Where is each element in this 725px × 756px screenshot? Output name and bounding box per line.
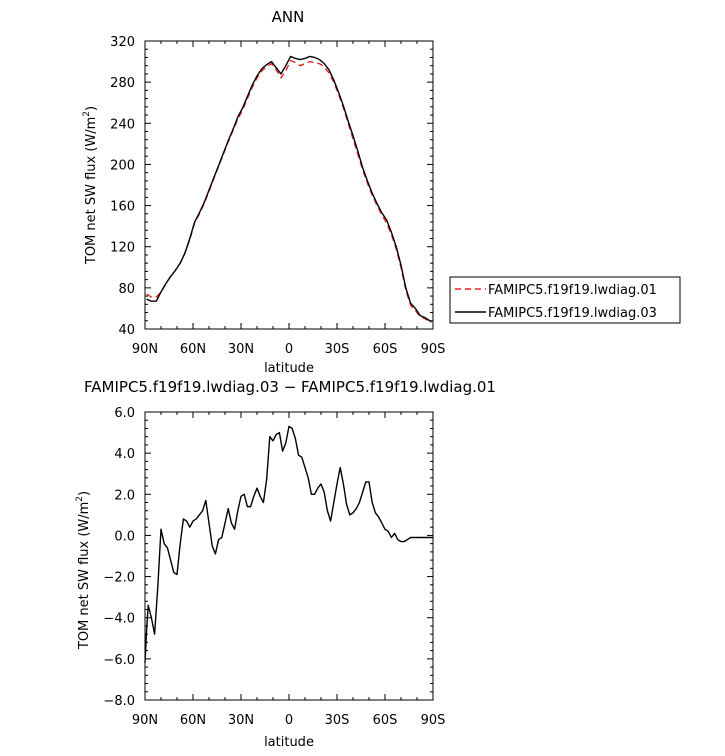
bottom-x-tick-label: 0 xyxy=(285,713,293,728)
top-x-tick-label: 60S xyxy=(373,342,398,357)
bottom-series-line-0 xyxy=(144,425,433,664)
top-y-tick-label: 240 xyxy=(110,117,135,132)
top-series-line-1 xyxy=(146,55,432,323)
top-x-tick-label: 30S xyxy=(325,342,350,357)
top-x-axis-label: latitude xyxy=(264,361,314,376)
top-y-tick-label: 120 xyxy=(110,241,135,256)
top-series-layer xyxy=(146,55,432,324)
bottom-grid-layer: 90N 60N 30N 0 30S 60S 90S −8.0 −6.0 −4.0 −2.0 0.0 2.… xyxy=(103,406,445,728)
bottom-y-tick-label: 0.0 xyxy=(114,529,135,544)
top-grid-layer: 90N 60N 30N 0 30S 60S 90S 40 80 120 160 200 240 280 32… xyxy=(110,35,445,357)
top-y-axis-label: TOM net SW flux (W/m2) xyxy=(82,106,99,265)
bottom-x-tick-label: 60S xyxy=(373,713,398,728)
bottom-y-axis-label: TOM net SW flux (W/m2) xyxy=(75,491,92,650)
bottom-x-tick-label: 30S xyxy=(325,713,350,728)
top-x-tick-label: 90S xyxy=(421,342,446,357)
top-chart-title: ANN xyxy=(272,8,305,26)
bottom-chart-title: FAMIPC5.f19f19.lwdiag.03 − FAMIPC5.f19f1… xyxy=(84,378,496,396)
legend-box xyxy=(449,276,681,324)
bottom-y-tick-label: −8.0 xyxy=(103,694,135,709)
top-y-tick-label: 40 xyxy=(118,323,135,338)
top-y-tick-label: 160 xyxy=(110,200,135,215)
bottom-x-axis-label: latitude xyxy=(264,735,314,750)
legend-label-01: FAMIPC5.f19f19.lwdiag.01 xyxy=(488,283,657,298)
top-x-tick-label: 60N xyxy=(180,342,206,357)
bottom-x-tick-label: 90N xyxy=(132,713,158,728)
bottom-y-tick-label: −2.0 xyxy=(103,571,135,586)
bottom-y-tick-label: 2.0 xyxy=(114,488,135,503)
bottom-y-tick-label: 4.0 xyxy=(114,447,135,462)
top-plot-frame xyxy=(144,40,434,330)
bottom-plot-frame xyxy=(144,411,434,701)
top-y-tick-label: 80 xyxy=(118,282,135,297)
top-series-line-0 xyxy=(146,59,432,324)
bottom-panel: FAMIPC5.f19f19.lwdiag.03 − FAMIPC5.f19f1… xyxy=(75,378,496,750)
top-y-tick-label: 320 xyxy=(110,35,135,50)
top-x-tick-label: 30N xyxy=(228,342,254,357)
bottom-y-tick-label: 6.0 xyxy=(114,406,135,421)
legend-label-03: FAMIPC5.f19f19.lwdiag.03 xyxy=(488,306,657,321)
bottom-y-tick-label: −6.0 xyxy=(103,653,135,668)
bottom-x-tick-label: 60N xyxy=(180,713,206,728)
top-x-tick-label: 90N xyxy=(132,342,158,357)
top-panel: ANN 90N 60N 30N 0 30S 60S 90S 40 80 120 160 200 240 2… xyxy=(82,8,681,376)
bottom-x-tick-label: 90S xyxy=(421,713,446,728)
legend: FAMIPC5.f19f19.lwdiag.01 FAMIPC5.f19f19.… xyxy=(449,276,681,324)
top-y-tick-label: 200 xyxy=(110,158,135,173)
bottom-y-tick-label: −4.0 xyxy=(103,612,135,627)
bottom-x-tick-label: 30N xyxy=(228,713,254,728)
top-y-tick-label: 280 xyxy=(110,76,135,91)
bottom-series-layer xyxy=(144,425,433,664)
top-x-tick-label: 0 xyxy=(285,342,293,357)
